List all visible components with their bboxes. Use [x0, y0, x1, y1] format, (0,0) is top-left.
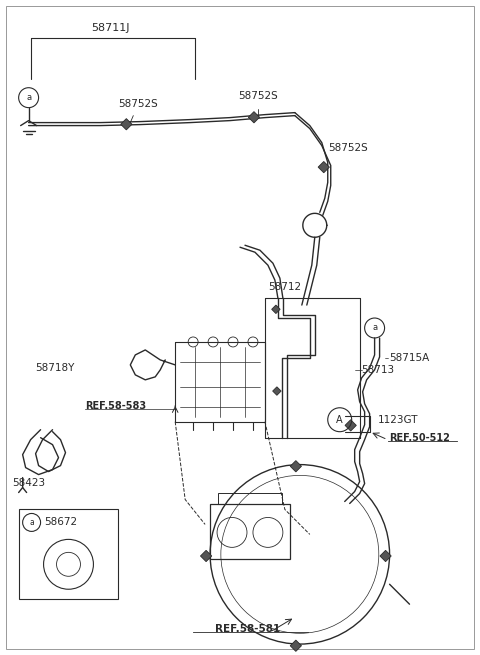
Text: 58715A: 58715A	[390, 353, 430, 363]
Text: a: a	[29, 518, 34, 527]
Text: 58752S: 58752S	[328, 143, 368, 153]
Text: 58752S: 58752S	[119, 99, 158, 109]
Bar	[218, 493, 282, 504]
Text: 58711J: 58711J	[91, 23, 130, 33]
Text: 58712: 58712	[268, 282, 301, 292]
Bar	[290, 460, 301, 472]
Text: 58423: 58423	[12, 477, 46, 487]
Text: a: a	[26, 93, 31, 102]
Bar	[19, 510, 119, 599]
Bar	[345, 420, 356, 431]
Text: REF.58-581: REF.58-581	[216, 624, 281, 634]
Bar	[210, 504, 290, 559]
Bar	[120, 119, 132, 130]
Text: a: a	[372, 324, 377, 333]
Text: 58672: 58672	[45, 517, 78, 527]
Bar	[201, 550, 212, 561]
Bar	[380, 550, 391, 561]
Text: A: A	[336, 415, 343, 424]
Text: 1123GT: 1123GT	[378, 415, 418, 424]
Bar	[273, 387, 281, 395]
Text: REF.58-583: REF.58-583	[85, 401, 146, 411]
Bar	[248, 111, 260, 123]
Bar	[272, 305, 280, 314]
Text: REF.50-512: REF.50-512	[390, 433, 450, 443]
Text: 58752S: 58752S	[238, 90, 278, 101]
Bar	[318, 162, 329, 173]
Text: 58718Y: 58718Y	[36, 363, 75, 373]
Text: 58713: 58713	[361, 365, 395, 375]
Bar	[290, 640, 301, 651]
